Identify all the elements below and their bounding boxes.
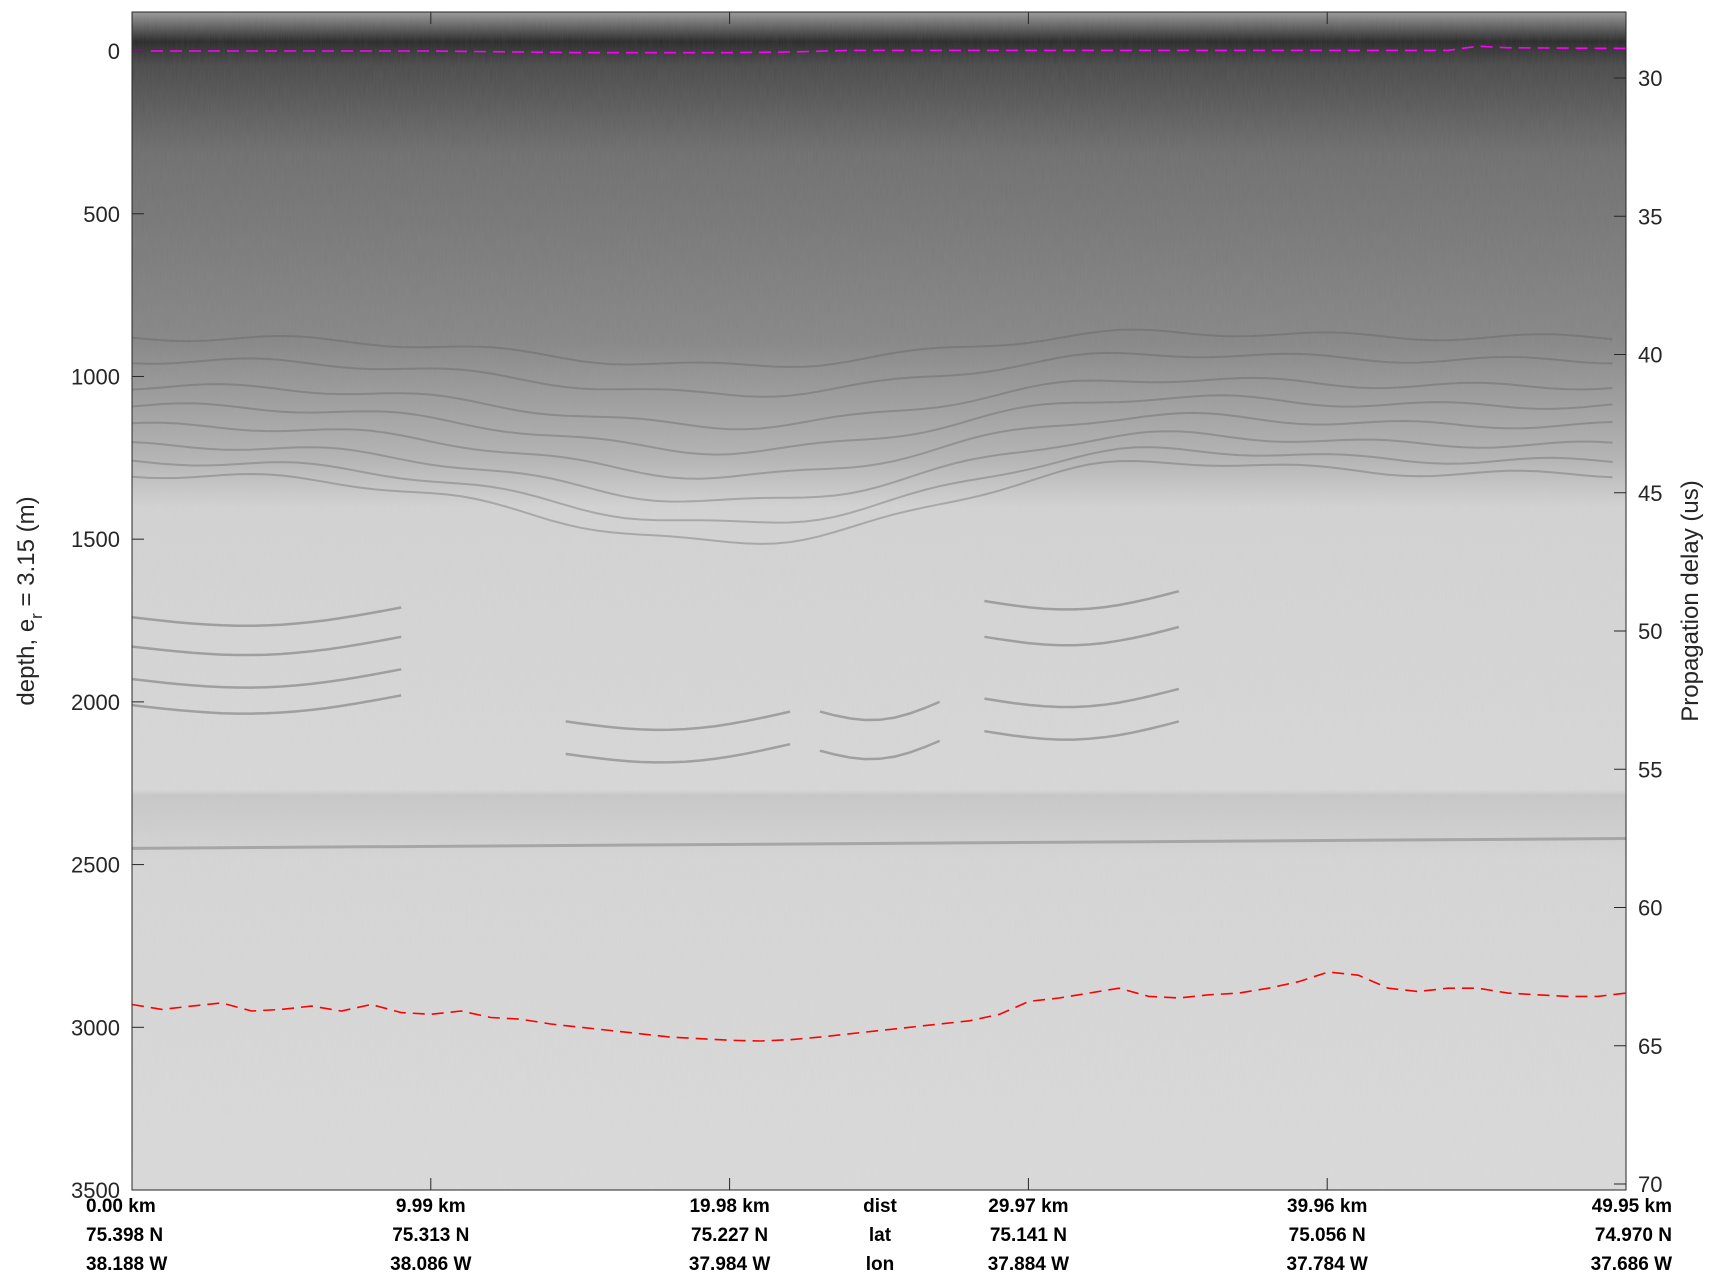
deep-layer-segment — [565, 710, 791, 732]
deep-layer-segment — [819, 700, 941, 722]
bottom-labels: 0.00 km 9.99 km 19.98 km 29.97 km 39.96 km 49… — [86, 1196, 1672, 1275]
internal-layer — [132, 328, 1613, 369]
internal-layers — [132, 328, 1626, 850]
surface-pick-line — [132, 45, 1626, 54]
bed-pick-line — [132, 971, 1626, 1042]
internal-layer — [132, 459, 1613, 545]
deep-layer-segment — [132, 635, 402, 657]
right-axis-title: Propagation delay (us) — [1677, 480, 1704, 721]
internal-layer — [132, 446, 1613, 524]
bottom-lon-label: 37.884 W — [988, 1254, 1069, 1275]
right-tick-label: 35 — [1638, 204, 1662, 229]
right-tick-label: 60 — [1638, 896, 1662, 921]
deep-layer-segment — [984, 720, 1180, 741]
right-tick-label: 40 — [1638, 343, 1662, 368]
right-tick-label: 30 — [1638, 66, 1662, 91]
deep-layer-segment — [984, 589, 1180, 611]
left-tick-label: 3500 — [71, 1178, 120, 1203]
internal-layer — [132, 394, 1613, 456]
bottom-row-name: lon — [866, 1254, 895, 1275]
bottom-row-name: lat — [869, 1225, 892, 1246]
bottom-lon-label: 37.984 W — [689, 1254, 770, 1275]
bottom-lat-label: 75.227 N — [691, 1225, 768, 1246]
left-tick-label: 2500 — [71, 853, 120, 878]
left-tick-label: 0 — [108, 39, 120, 64]
bottom-lon-label: 37.784 W — [1287, 1254, 1368, 1275]
deep-layer-segment — [132, 694, 402, 715]
bottom-lat-label: 74.970 N — [1595, 1225, 1672, 1246]
bottom-dist-label: 0.00 km — [86, 1196, 156, 1217]
horizontal-artifact-line — [132, 837, 1626, 850]
right-tick-labels: 30 35 40 45 50 55 60 65 70 — [1638, 66, 1662, 1197]
bottom-lat-label: 75.056 N — [1289, 1225, 1366, 1246]
right-tick-label: 55 — [1638, 757, 1662, 782]
bottom-lon-label: 38.086 W — [390, 1254, 471, 1275]
plot-frame — [131, 11, 1627, 1191]
left-tick-label: 1000 — [71, 364, 120, 389]
right-tick-label: 45 — [1638, 481, 1662, 506]
bottom-dist-label: 19.98 km — [689, 1196, 769, 1217]
left-axis-title: depth, er = 3.15 (m) — [13, 496, 46, 705]
right-tick-label: 70 — [1638, 1172, 1662, 1197]
left-tick-label: 2000 — [71, 690, 120, 715]
internal-layer — [132, 430, 1613, 503]
echogram-texture — [132, 12, 1626, 1190]
deep-layer-segment — [984, 687, 1180, 709]
bottom-dist-label: 9.99 km — [396, 1196, 466, 1217]
bottom-row-name: dist — [863, 1196, 897, 1217]
deep-layer-segment — [819, 739, 941, 761]
right-tick-label: 50 — [1638, 619, 1662, 644]
bottom-dist-label: 39.96 km — [1287, 1196, 1367, 1217]
left-tick-labels: 0 500 1000 1500 2000 2500 3000 3500 — [71, 39, 120, 1203]
bottom-lat-label: 75.141 N — [990, 1225, 1067, 1246]
bottom-lat-label: 75.398 N — [86, 1225, 163, 1246]
left-tick-label: 500 — [83, 202, 120, 227]
bottom-lon-label: 37.686 W — [1591, 1254, 1672, 1275]
right-tick-label: 65 — [1638, 1034, 1662, 1059]
bottom-dist-label: 29.97 km — [988, 1196, 1068, 1217]
deep-layer-segment — [984, 625, 1180, 647]
left-tick-label: 1500 — [71, 527, 120, 552]
internal-layer — [132, 351, 1613, 398]
plot-area — [132, 12, 1626, 1190]
left-tick-label: 3000 — [71, 1015, 120, 1040]
bottom-lat-label: 75.313 N — [392, 1225, 469, 1246]
internal-layer — [132, 411, 1613, 480]
deep-layer-segment — [132, 606, 402, 628]
deep-layer-segment — [132, 668, 402, 689]
deep-layer-segment — [565, 742, 791, 764]
internal-layer — [132, 376, 1613, 431]
bottom-dist-label: 49.95 km — [1592, 1196, 1672, 1217]
bottom-lon-label: 38.188 W — [86, 1254, 167, 1275]
tick-marks — [131, 12, 1627, 1191]
